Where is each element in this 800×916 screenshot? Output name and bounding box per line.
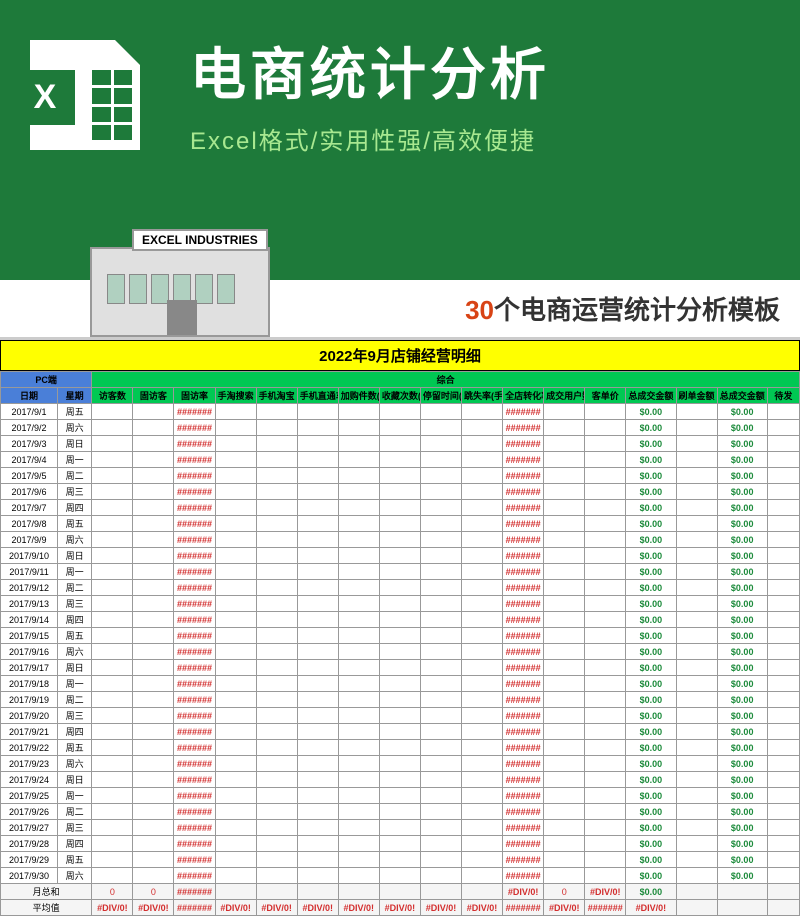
- template-count: 30: [465, 295, 494, 325]
- table-row: 2017/9/15周五##############$0.00$0.00: [1, 628, 800, 644]
- col-header[interactable]: 停留时间(手机): [420, 388, 461, 404]
- sheet-title: 2022年9月店铺经营明细: [0, 340, 800, 371]
- column-header-row: 日期星期访客数固访客固访率手淘搜索手机淘宝手机直通车加购件数(手机)收藏次数(手…: [1, 388, 800, 404]
- section-pc: PC端: [1, 372, 92, 388]
- table-row: 2017/9/7周四##############$0.00$0.00: [1, 500, 800, 516]
- table-row: 2017/9/1周五##############$0.00$0.00: [1, 404, 800, 420]
- col-header[interactable]: 总成交金额: [717, 388, 767, 404]
- table-row: 2017/9/28周四##############$0.00$0.00: [1, 836, 800, 852]
- banner-row: EXCEL INDUSTRIES 30个电商运营统计分析模板: [0, 280, 800, 340]
- col-header[interactable]: 星期: [58, 388, 92, 404]
- col-header[interactable]: 待发: [767, 388, 799, 404]
- table-row: 2017/9/3周日##############$0.00$0.00: [1, 436, 800, 452]
- col-header[interactable]: 全店转化率: [503, 388, 544, 404]
- col-header[interactable]: 固访客: [133, 388, 174, 404]
- table-row: 2017/9/14周四##############$0.00$0.00: [1, 612, 800, 628]
- data-table: PC端 综合 日期星期访客数固访客固访率手淘搜索手机淘宝手机直通车加购件数(手机…: [0, 371, 800, 916]
- building-sign: EXCEL INDUSTRIES: [132, 229, 268, 251]
- col-header[interactable]: 跳失率(手机): [462, 388, 503, 404]
- hero-banner: X 电商统计分析 Excel格式/实用性强/高效便捷: [0, 0, 800, 280]
- table-row: 2017/9/24周日##############$0.00$0.00: [1, 772, 800, 788]
- table-row: 2017/9/17周日##############$0.00$0.00: [1, 660, 800, 676]
- table-row: 2017/9/19周二##############$0.00$0.00: [1, 692, 800, 708]
- col-header[interactable]: 成交用户数: [544, 388, 585, 404]
- section-header-row: PC端 综合: [1, 372, 800, 388]
- table-row: 2017/9/20周三##############$0.00$0.00: [1, 708, 800, 724]
- table-row: 2017/9/18周一##############$0.00$0.00: [1, 676, 800, 692]
- table-row: 2017/9/5周二##############$0.00$0.00: [1, 468, 800, 484]
- table-row: 2017/9/30周六##############$0.00$0.00: [1, 868, 800, 884]
- col-header[interactable]: 日期: [1, 388, 58, 404]
- col-header[interactable]: 手淘搜索: [215, 388, 256, 404]
- table-row: 2017/9/6周三##############$0.00$0.00: [1, 484, 800, 500]
- col-header[interactable]: 总成交金额: [626, 388, 676, 404]
- table-body: 2017/9/1周五##############$0.00$0.002017/9…: [1, 404, 800, 916]
- summary-row: 平均值#DIV/0!#DIV/0!########DIV/0!#DIV/0!#D…: [1, 900, 800, 916]
- table-row: 2017/9/13周三##############$0.00$0.00: [1, 596, 800, 612]
- table-row: 2017/9/10周日##############$0.00$0.00: [1, 548, 800, 564]
- col-header[interactable]: 刷单金额: [676, 388, 717, 404]
- table-row: 2017/9/12周二##############$0.00$0.00: [1, 580, 800, 596]
- col-header[interactable]: 收藏次数(手机): [379, 388, 420, 404]
- template-count-banner: 30个电商运营统计分析模板: [465, 290, 780, 327]
- col-header[interactable]: 手机直通车: [297, 388, 338, 404]
- table-row: 2017/9/22周五##############$0.00$0.00: [1, 740, 800, 756]
- hero-subtitle: Excel格式/实用性强/高效便捷: [190, 121, 780, 156]
- excel-icon: X: [30, 40, 140, 150]
- table-row: 2017/9/16周六##############$0.00$0.00: [1, 644, 800, 660]
- table-row: 2017/9/8周五##############$0.00$0.00: [1, 516, 800, 532]
- col-header[interactable]: 手机淘宝: [256, 388, 297, 404]
- table-row: 2017/9/11周一##############$0.00$0.00: [1, 564, 800, 580]
- table-row: 2017/9/23周六##############$0.00$0.00: [1, 756, 800, 772]
- table-row: 2017/9/27周三##############$0.00$0.00: [1, 820, 800, 836]
- section-all: 综合: [92, 372, 800, 388]
- table-row: 2017/9/21周四##############$0.00$0.00: [1, 724, 800, 740]
- building-graphic: EXCEL INDUSTRIES: [90, 247, 270, 337]
- summary-row: 月总和00########DIV/0!0#DIV/0!$0.00: [1, 884, 800, 900]
- hero-title: 电商统计分析: [190, 30, 780, 111]
- table-row: 2017/9/25周一##############$0.00$0.00: [1, 788, 800, 804]
- table-row: 2017/9/2周六##############$0.00$0.00: [1, 420, 800, 436]
- col-header[interactable]: 客单价: [585, 388, 626, 404]
- table-row: 2017/9/9周六##############$0.00$0.00: [1, 532, 800, 548]
- table-row: 2017/9/4周一##############$0.00$0.00: [1, 452, 800, 468]
- col-header[interactable]: 固访率: [174, 388, 215, 404]
- table-row: 2017/9/29周五##############$0.00$0.00: [1, 852, 800, 868]
- table-row: 2017/9/26周二##############$0.00$0.00: [1, 804, 800, 820]
- excel-x-letter: X: [15, 70, 75, 125]
- col-header[interactable]: 访客数: [92, 388, 133, 404]
- col-header[interactable]: 加购件数(手机): [338, 388, 379, 404]
